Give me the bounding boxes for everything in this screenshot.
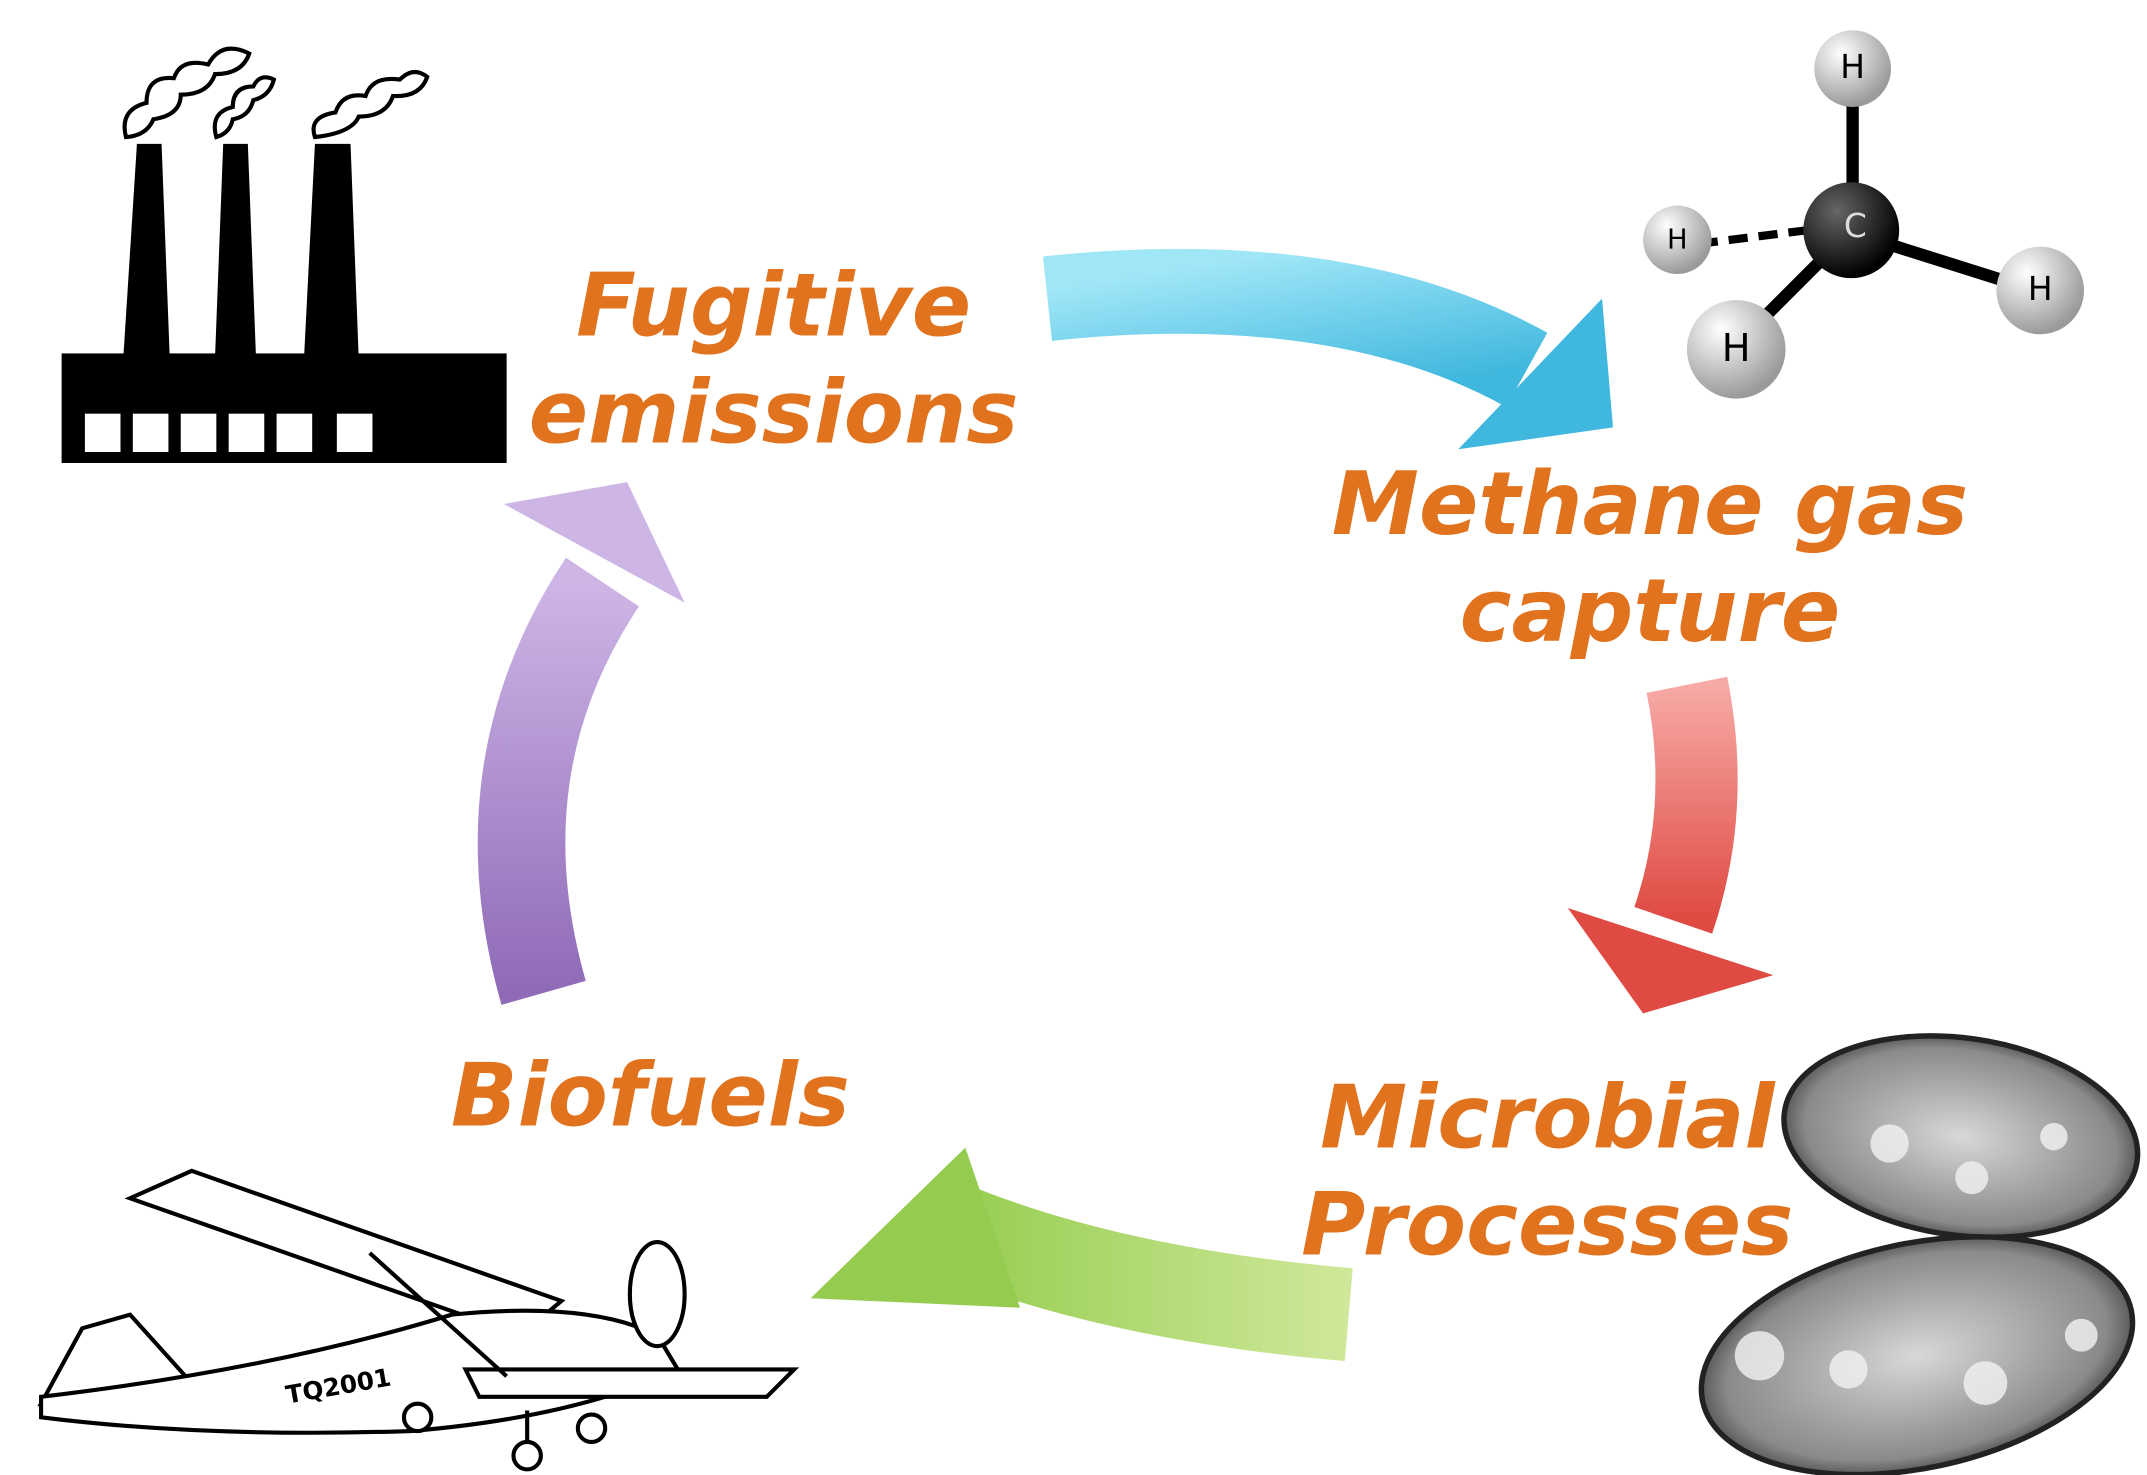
atom-label: H [1840, 47, 1865, 86]
node-label: Methane gas [1332, 453, 1968, 555]
node-label: Processes [1301, 1173, 1793, 1275]
page: H H C H H TQ2001 FugitiveemissionsMethan… [0, 0, 2147, 1475]
atom-label: H [1722, 326, 1751, 371]
atom-label: H [1667, 225, 1688, 256]
node-label: Fugitive [576, 255, 971, 357]
factory-icon [62, 49, 507, 463]
plane-icon [41, 1171, 794, 1469]
atom-label: C [1844, 206, 1867, 245]
arrow-purple [504, 482, 685, 993]
node-label: capture [1460, 560, 1841, 662]
diagram: H H C H H TQ2001 FugitiveemissionsMethan… [0, 0, 2147, 1475]
node-label: Biofuels [451, 1045, 850, 1147]
arrow-green [811, 1148, 1349, 1315]
arrow-cyan [1047, 291, 1613, 449]
node-label: Microbial [1320, 1067, 1776, 1169]
atom-label: H [2028, 269, 2053, 308]
node-label: emissions [529, 361, 1019, 463]
arrow-red [1568, 685, 1773, 1014]
